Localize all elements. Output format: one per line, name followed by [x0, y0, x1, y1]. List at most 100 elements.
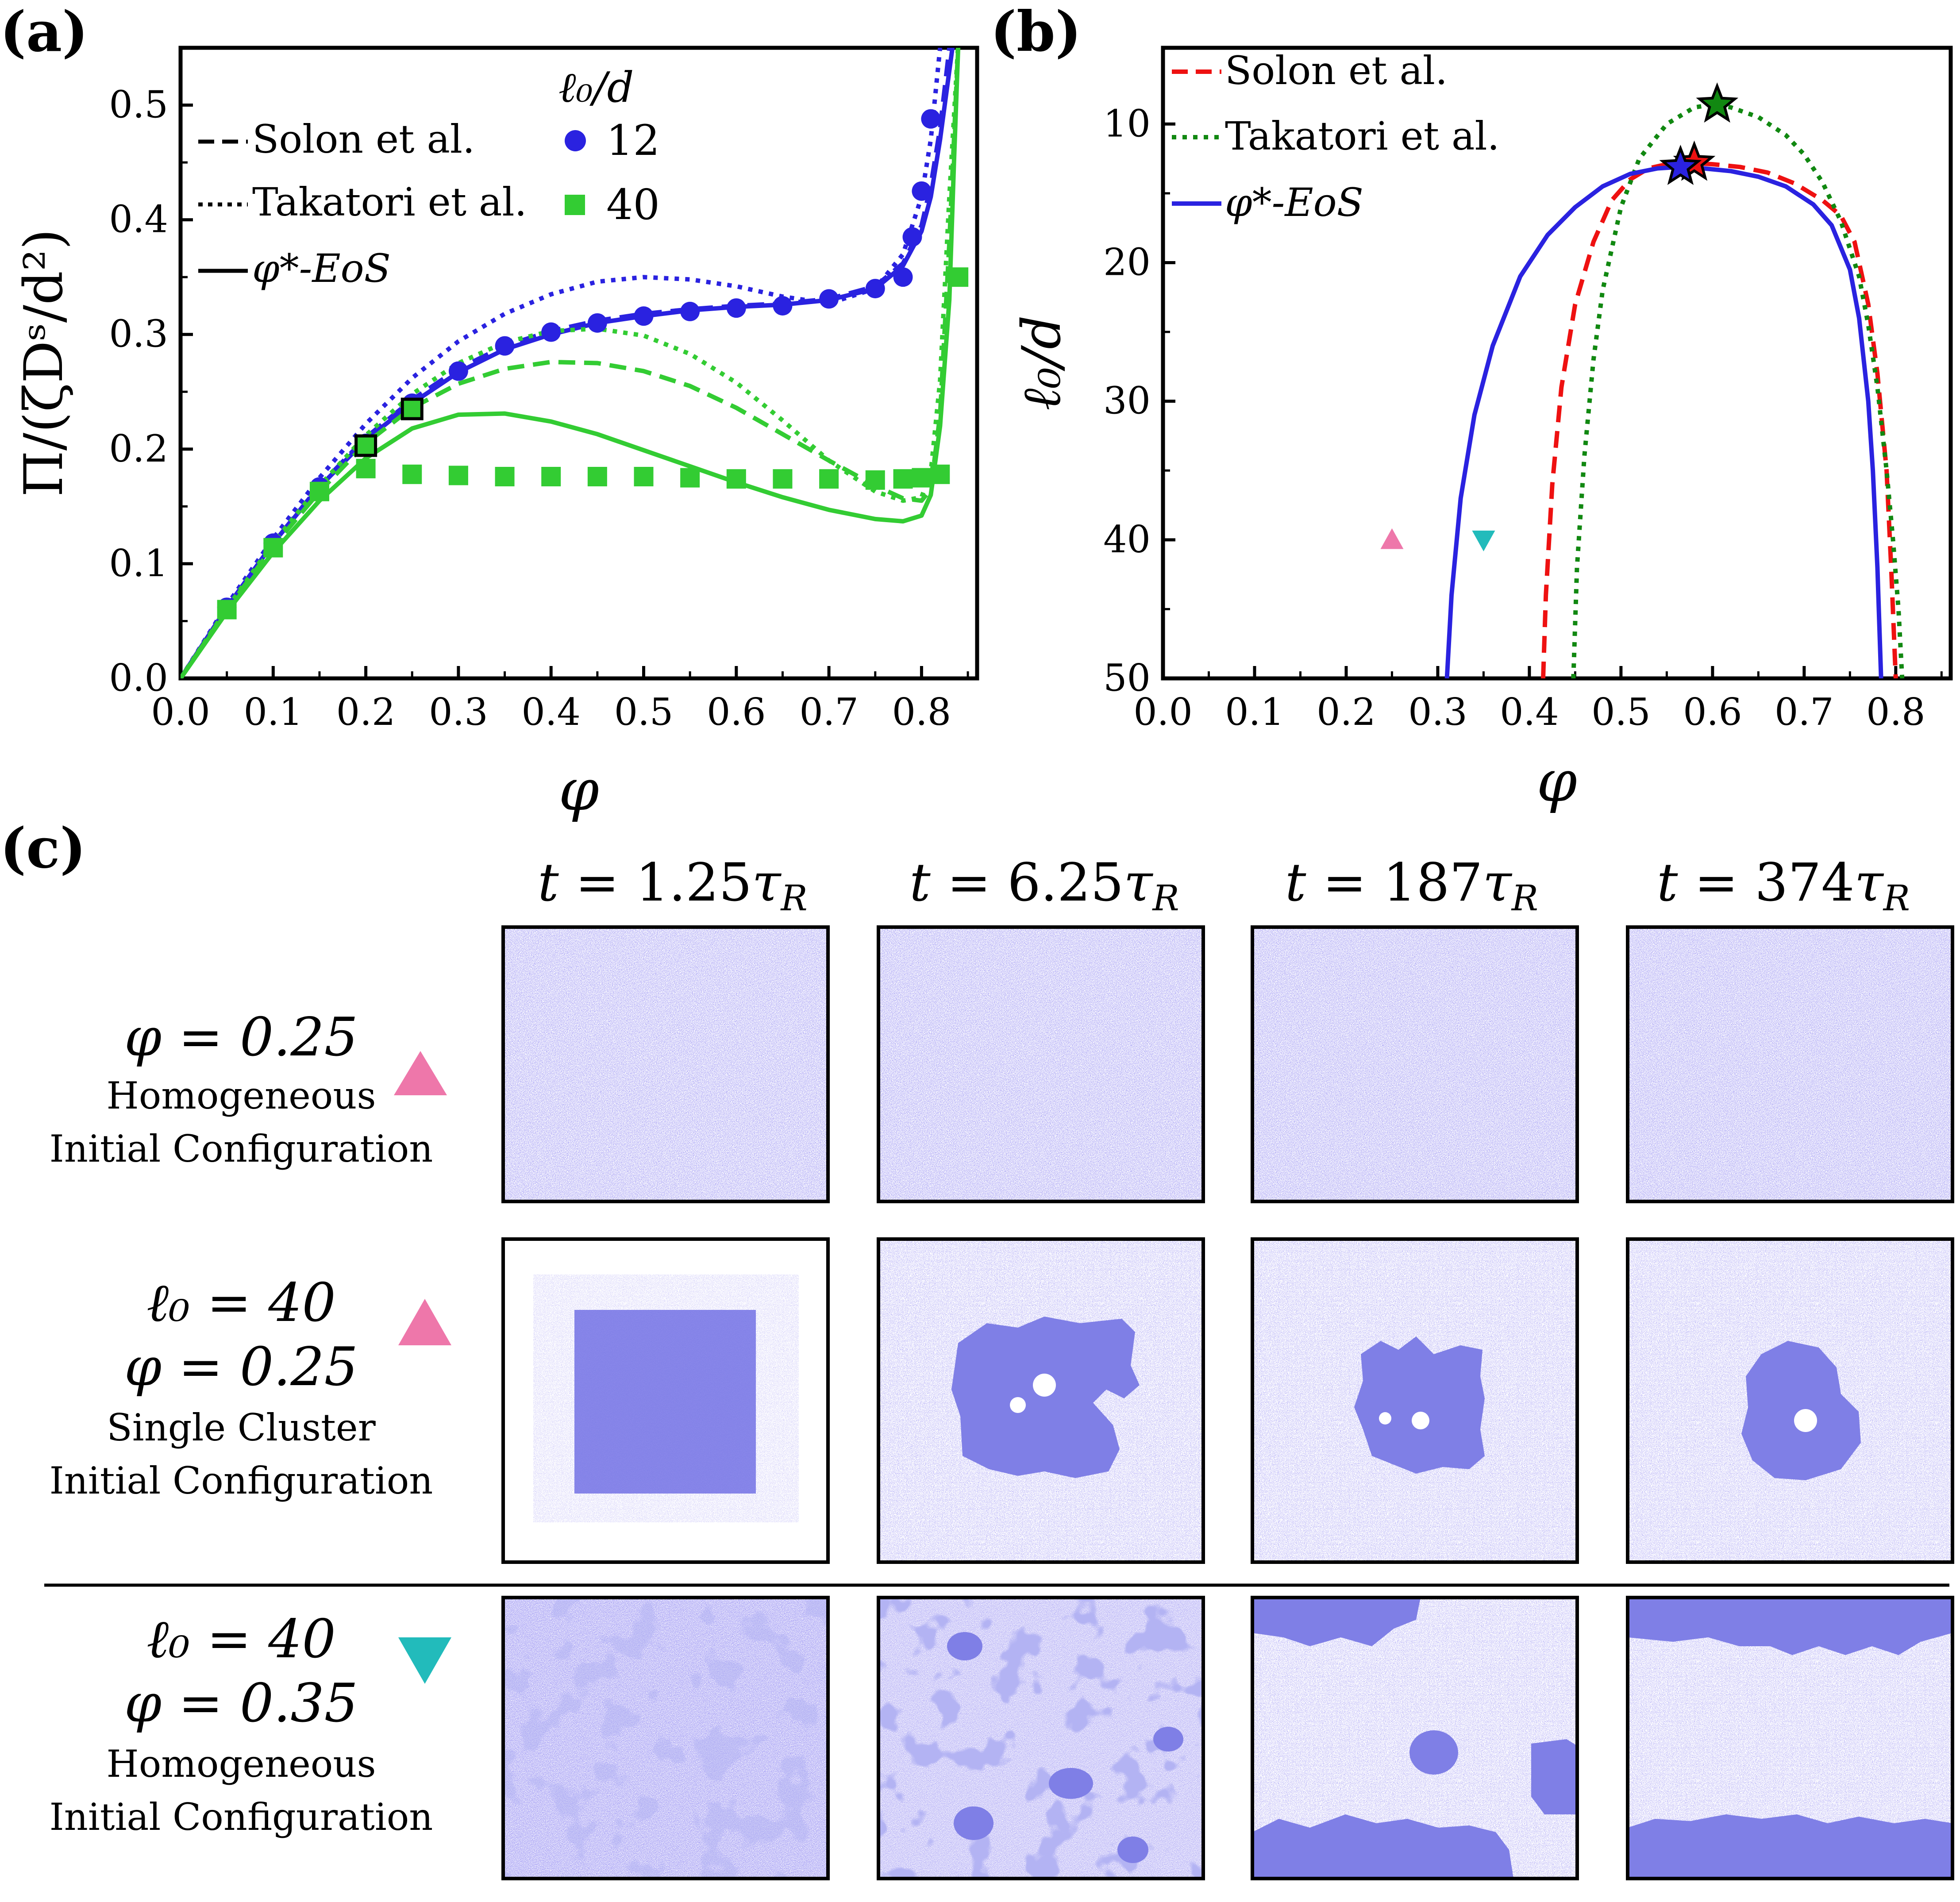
- snapshot-r3-c1: [501, 1596, 830, 1880]
- chart-b-frame: [1161, 46, 1953, 681]
- legend-marker-circle: [565, 130, 586, 151]
- chart-a-legend-markers: ℓ₀/d 12 40: [558, 63, 660, 229]
- row3-math-1: ℓ₀ = 40: [146, 1609, 336, 1670]
- row2-state-marker: [398, 1299, 451, 1345]
- chart-a-xtick-label-3: 0.3: [429, 690, 488, 734]
- snapshot-row-2: [501, 1237, 1954, 1564]
- chart-b-xlabel: φ: [1536, 747, 1577, 815]
- chart-b-xtick-label-7: 0.7: [1775, 690, 1834, 734]
- chart-a-point-0-11: [726, 298, 746, 318]
- chart-a-point-0-12: [773, 296, 793, 316]
- chart-a-xtick-label-2: 0.2: [336, 690, 396, 734]
- chart-b-xtick-label-6: 0.6: [1683, 690, 1742, 734]
- chart-b-xtick-label-1: 0.1: [1225, 690, 1284, 734]
- snapshot-r3-c4: [1626, 1596, 1954, 1880]
- snapshot-r2-c1: [501, 1237, 830, 1564]
- chart-a-ytick-label-0: 0.0: [109, 656, 168, 700]
- chart-b-ytick-label-0: 10: [1103, 102, 1151, 145]
- chart-a-xtick-label-7: 0.7: [799, 690, 859, 734]
- chart-b-xtick-label-4: 0.4: [1500, 690, 1559, 734]
- snapshot-r1-c3: [1251, 925, 1579, 1203]
- chart-a: 0.0 0.1 0.2 0.3 0.4 0.5 0.6 0.7 0.8 0.0 0.1 0.2 0.3 0…: [13, 46, 979, 824]
- chart-a-ytick-label-2: 0.2: [109, 427, 168, 470]
- snapshot-r1-c2: [877, 925, 1205, 1203]
- chart-b-ytick-label-2: 30: [1103, 379, 1151, 423]
- chart-a-series-4: [181, 48, 960, 678]
- time-label-3: t = 187τR: [1285, 852, 1538, 919]
- chart-a-point-1-9: [634, 467, 654, 486]
- chart-b-xtick-label-5: 0.5: [1591, 690, 1651, 734]
- row-label-1: φ = 0.25 Homogeneous Initial Configurati…: [50, 1007, 447, 1170]
- chart-a-legend-lines: Solon et al. Takatori et al. φ*-EoS: [198, 116, 527, 291]
- chart-a-series-2: [181, 48, 943, 678]
- chart-a-ytick-label-1: 0.1: [109, 542, 168, 585]
- legend-marker-12-label: 12: [606, 116, 660, 165]
- snapshot-r2-c4: [1626, 1237, 1954, 1564]
- row1-desc-1: Homogeneous: [106, 1074, 376, 1117]
- chart-a-xtick-label-8: 0.8: [892, 690, 951, 734]
- chart-a-point-0-15: [893, 267, 913, 287]
- chart-a-point-1-17: [930, 464, 950, 484]
- chart-b-legend: Solon et al. Takatori et al. φ*-EoS: [1172, 48, 1500, 225]
- legend-b-eos-label: φ*-EoS: [1225, 180, 1363, 225]
- legend-b-takatori-label: Takatori et al.: [1225, 113, 1500, 159]
- snapshot-row-1: [501, 925, 1954, 1203]
- chart-a-point-0-7: [541, 322, 561, 342]
- chart-a-point-1-12: [773, 469, 793, 489]
- chart-b-state-point-1: [1472, 531, 1495, 551]
- chart-a-ylabel: Π/(ζDˢ/d²): [13, 229, 75, 497]
- chart-a-point-1-5: [448, 466, 468, 485]
- snapshot-r3-c3: [1251, 1596, 1579, 1880]
- time-label-4: t = 374τR: [1657, 852, 1910, 919]
- chart-a-point-0-5: [448, 361, 468, 381]
- chart-a-xtick-label-1: 0.1: [244, 690, 303, 734]
- legend-solon-label: Solon et al.: [252, 116, 475, 162]
- chart-a-point-1-1: [263, 538, 283, 558]
- chart-b-xtick-label-3: 0.3: [1408, 690, 1467, 734]
- chart-a-point-0-14: [865, 279, 885, 299]
- chart-a-point-1-16: [912, 468, 932, 488]
- chart-a-xtick-label-5: 0.5: [614, 690, 674, 734]
- row3-math-2: φ = 0.35: [124, 1673, 358, 1734]
- chart-b-ytick-label-4: 50: [1103, 656, 1151, 700]
- row1-state-marker: [394, 1051, 447, 1095]
- chart-a-point-0-13: [819, 289, 839, 309]
- legend-eos-label: φ*-EoS: [252, 246, 391, 291]
- chart-a-ytick-label-5: 0.5: [109, 83, 168, 127]
- row3-state-marker: [398, 1637, 451, 1684]
- snapshot-r1-c1: [501, 925, 830, 1203]
- chart-a-point-0-6: [495, 336, 515, 356]
- chart-a-xtick-label-4: 0.4: [521, 690, 581, 734]
- chart-b-ytick-label-1: 20: [1103, 240, 1151, 284]
- row1-math: φ = 0.25: [124, 1007, 358, 1068]
- row2-desc-2: Initial Configuration: [50, 1459, 433, 1502]
- row2-desc-1: Single Cluster: [107, 1406, 376, 1449]
- chart-a-point-1-6: [495, 467, 515, 486]
- legend-takatori-label: Takatori et al.: [252, 179, 527, 225]
- row2-math-2: φ = 0.25: [124, 1336, 358, 1398]
- chart-a-point-0-18: [921, 109, 941, 129]
- chart-a-point-1-11: [726, 469, 746, 489]
- chart-a-point-1-15: [893, 469, 913, 489]
- chart-b-series-0: [1541, 160, 1898, 678]
- time-label-1: t = 1.25τR: [538, 852, 808, 919]
- row3-desc-2: Initial Configuration: [50, 1795, 433, 1839]
- chart-a-open-square-0: [354, 434, 377, 457]
- chart-b-xtick-label-2: 0.2: [1317, 690, 1376, 734]
- row1-desc-2: Initial Configuration: [50, 1127, 433, 1170]
- chart-a-open-square-1: [400, 397, 424, 420]
- chart-a-xtick-label-0: 0.0: [151, 690, 210, 734]
- chart-a-point-1-14: [865, 470, 885, 490]
- chart-b-critical-point-1: [1696, 82, 1739, 123]
- snapshot-r2-c3: [1251, 1237, 1579, 1564]
- panel-c: t = 1.25τR t = 6.25τR t = 187τR t = 374τ…: [44, 852, 1954, 1880]
- chart-b-state-point-0: [1380, 528, 1404, 549]
- chart-a-point-1-10: [680, 468, 700, 488]
- row3-desc-1: Homogeneous: [106, 1742, 376, 1786]
- legend-marker-40-label: 40: [606, 181, 660, 229]
- chart-a-point-1-3: [356, 458, 376, 478]
- legend-markers-title: ℓ₀/d: [558, 63, 634, 112]
- chart-a-ytick-label-3: 0.3: [109, 312, 168, 356]
